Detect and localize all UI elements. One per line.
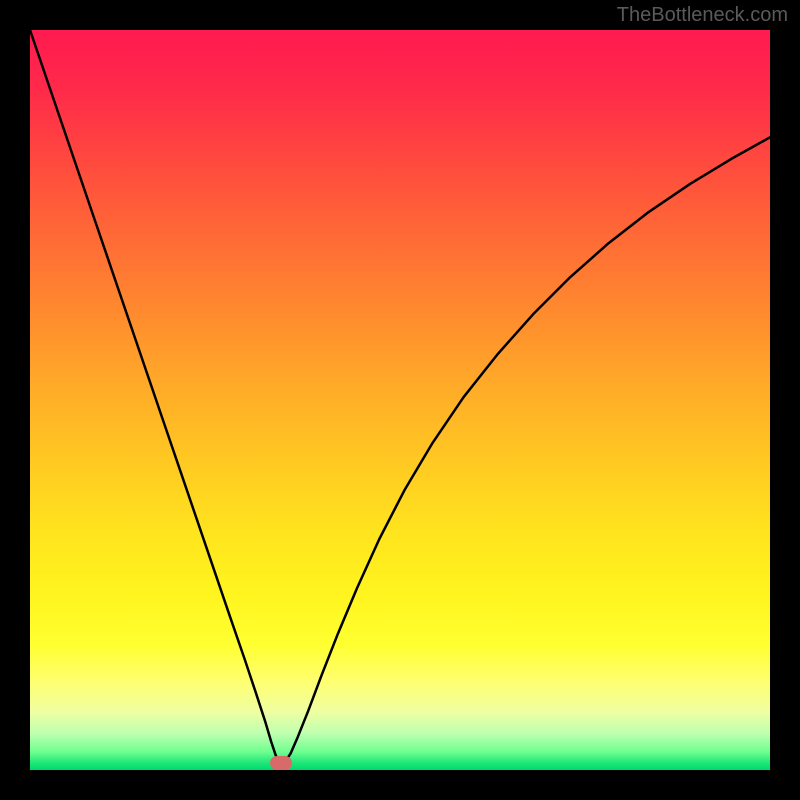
- watermark-text: TheBottleneck.com: [617, 4, 788, 27]
- plot-area: [30, 30, 770, 770]
- chart-root: { "watermark": { "text": "TheBottleneck.…: [0, 0, 800, 800]
- minimum-marker: [270, 756, 292, 770]
- bottleneck-curve: [30, 30, 770, 770]
